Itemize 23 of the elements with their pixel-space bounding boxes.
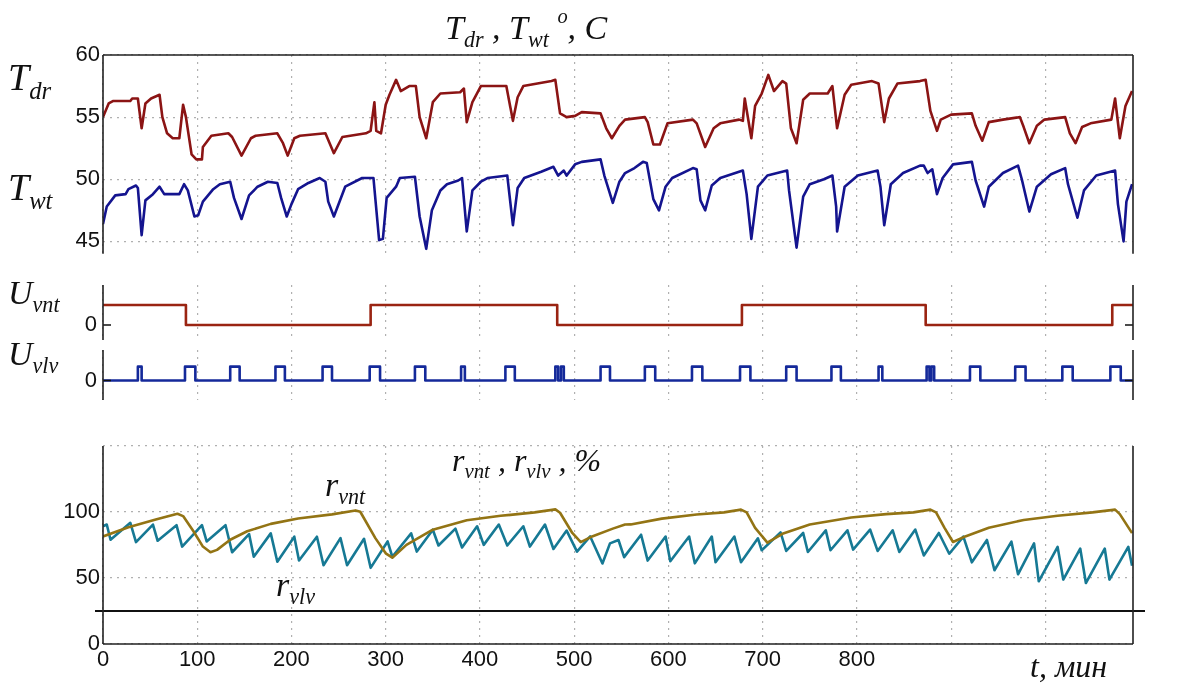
y-tick-label: 100	[63, 498, 100, 524]
chart-title: T$_{dr}$ , T$_{wt}$ $^{o}$, C	[445, 5, 608, 53]
x-tick-label: 200	[273, 646, 310, 672]
y-tick-label: 55	[75, 103, 100, 129]
y-tick-label: 45	[75, 227, 100, 253]
series-label: U$_{vnt}$	[8, 274, 60, 317]
x-tick-label: 700	[744, 646, 782, 672]
series-label: T$_{dr}$	[8, 56, 52, 104]
x-axis-title: t, мин	[1030, 648, 1108, 684]
y-tick-label: 60	[75, 41, 100, 67]
x-tick-label: 500	[555, 646, 593, 672]
series-label: U$_{vlv}$	[8, 335, 59, 378]
x-tick-label: 800	[838, 646, 876, 672]
series-label: r$_{vnt}$	[325, 466, 366, 509]
chart-title: r$_{vnt}$ , r$_{vlv}$ , %	[452, 442, 602, 483]
series-label: r$_{vlv}$	[276, 566, 315, 609]
series-label: T$_{wt}$	[8, 166, 53, 214]
y-tick-label: 50	[75, 564, 100, 590]
y-tick-label: 50	[75, 165, 100, 191]
x-tick-label: 100	[178, 646, 216, 672]
x-tick-label: 400	[461, 646, 499, 672]
x-tick-label: 300	[367, 646, 405, 672]
x-tick-label: 600	[650, 646, 687, 672]
